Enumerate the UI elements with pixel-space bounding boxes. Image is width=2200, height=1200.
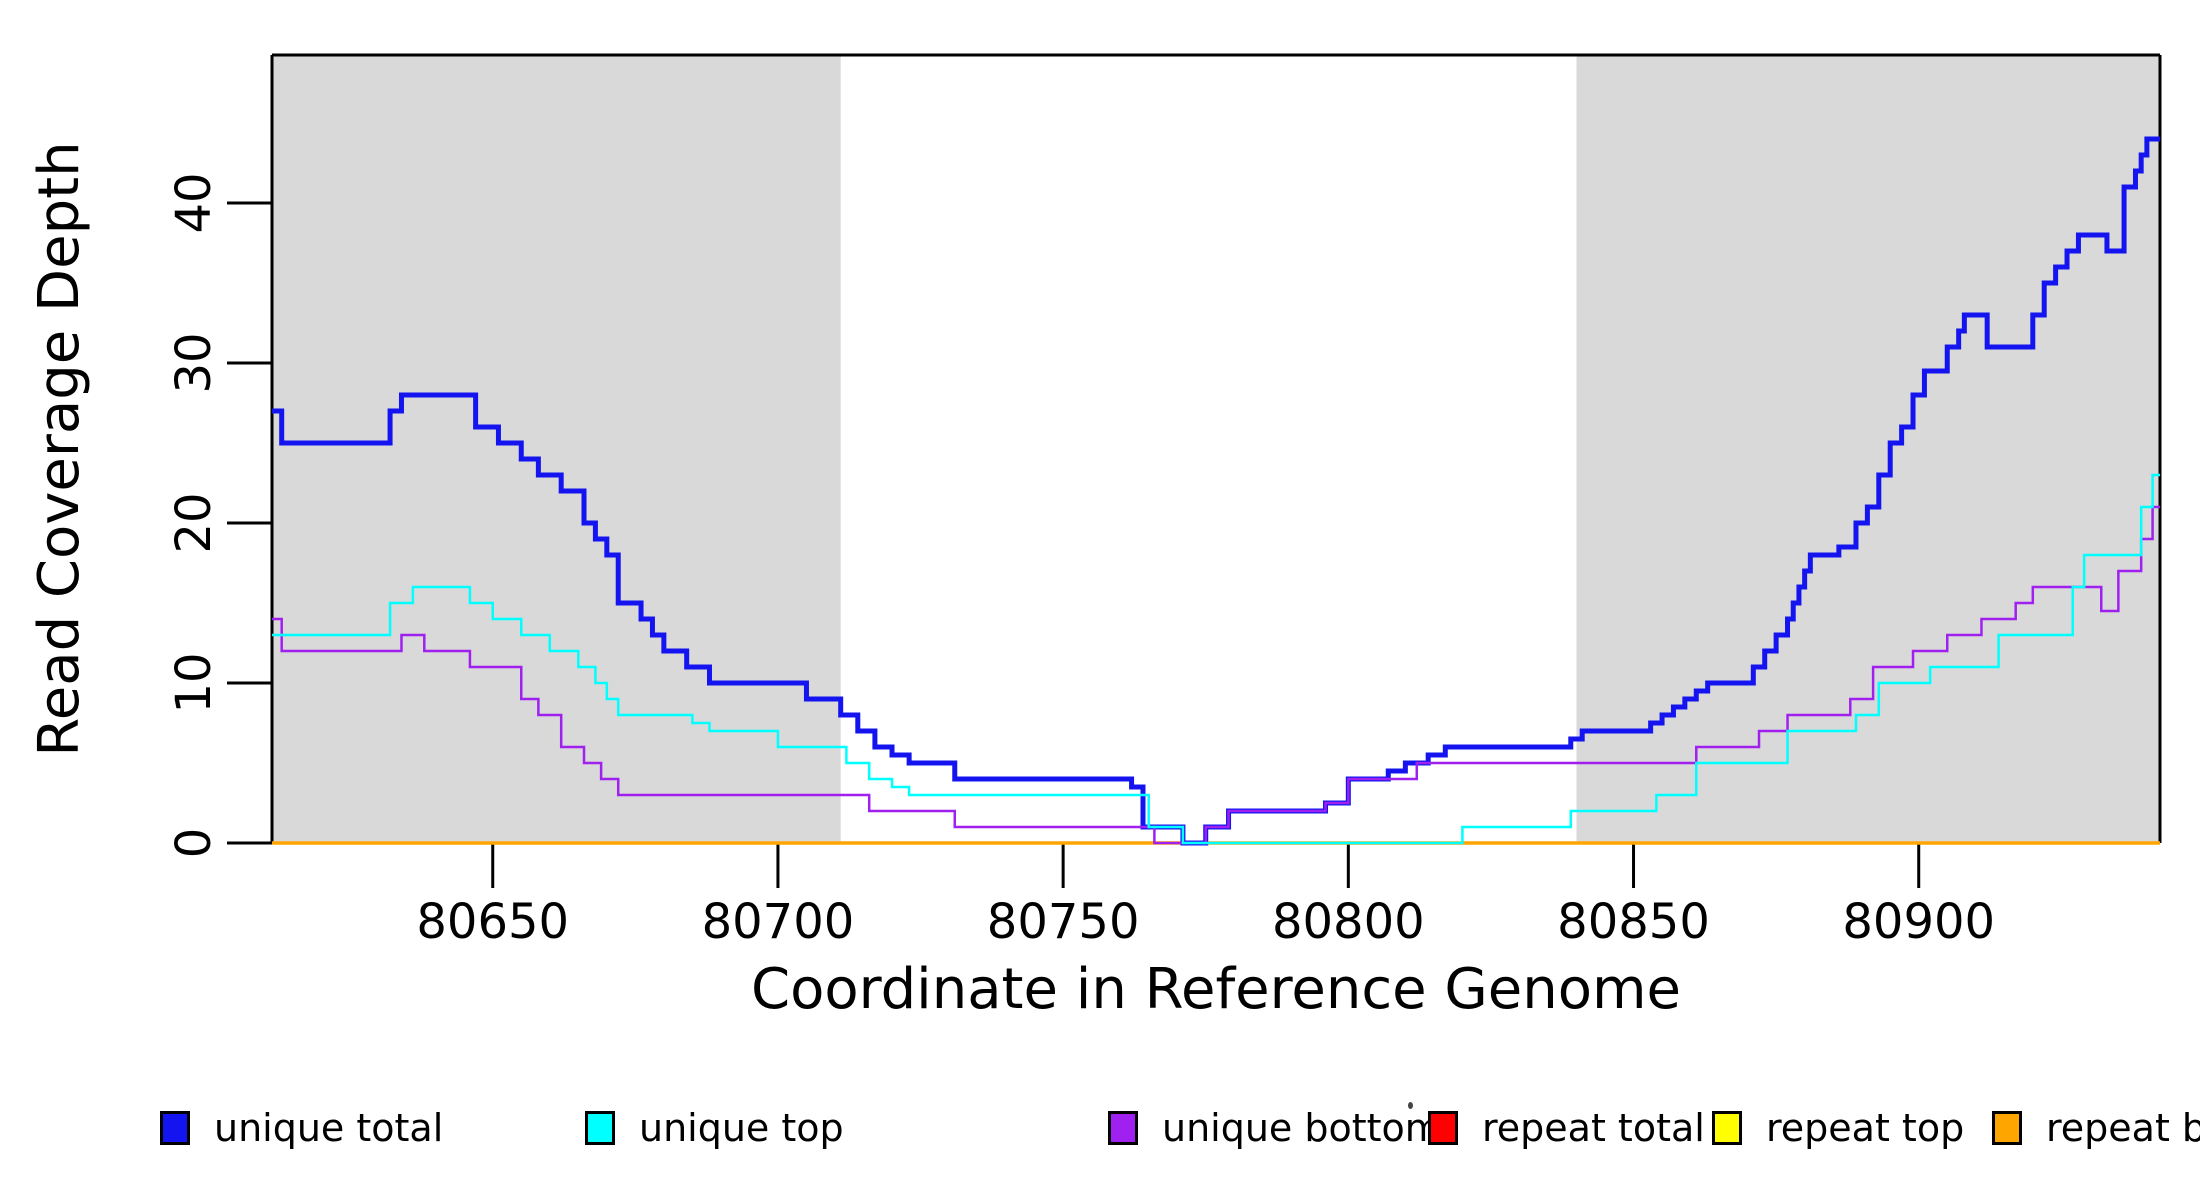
- x-tick-label: 80800: [1272, 894, 1425, 950]
- y-tick-label: 0: [166, 828, 222, 859]
- series-layer: [272, 136, 2160, 846]
- legend-label: unique bottom: [1162, 1106, 1442, 1150]
- unique-top-swatch-icon: [585, 1111, 615, 1145]
- y-tick-label: 30: [166, 332, 222, 393]
- y-axis-title: Read Coverage Depth: [27, 141, 92, 756]
- x-tick-label: 80650: [416, 894, 569, 950]
- x-tick-label: 80850: [1557, 894, 1710, 950]
- axis-layer: 80650 80700 80750 80800 80850 80900 0 10 20 30 40: [166, 172, 1995, 950]
- x-tick-label: 80750: [987, 894, 1140, 950]
- repeat-bottom-swatch-icon: [1992, 1111, 2022, 1145]
- series-unique-bottom: [272, 505, 2160, 845]
- series-unique-total: [272, 136, 2160, 846]
- repeat-total-swatch-icon: [1428, 1111, 1458, 1145]
- legend-label: unique total: [214, 1106, 444, 1150]
- legend-label: repeat top: [1766, 1106, 1965, 1150]
- legend-item-repeat-top: repeat top: [1712, 1098, 1964, 1158]
- repeat-top-swatch-icon: [1712, 1111, 1742, 1145]
- legend-item-unique-top: unique top: [585, 1098, 844, 1158]
- x-tick-label: 80700: [702, 894, 855, 950]
- y-tick-label: 40: [166, 172, 222, 233]
- legend-item-unique-total: unique total: [160, 1098, 443, 1158]
- shaded-region: [272, 55, 841, 843]
- legend-label: repeat total: [1482, 1106, 1705, 1150]
- shaded-regions-layer: [272, 55, 2160, 843]
- series-unique-top: [272, 473, 2160, 845]
- unique-total-swatch-icon: [160, 1111, 190, 1145]
- legend-item-unique-bottom: unique bottom: [1108, 1098, 1442, 1158]
- y-tick-label: 10: [166, 652, 222, 713]
- legend-label: repeat bottom: [2046, 1106, 2200, 1150]
- legend-item-repeat-total: repeat total: [1428, 1098, 1705, 1158]
- y-tick-label: 20: [166, 492, 222, 553]
- x-axis-title: Coordinate in Reference Genome: [751, 957, 1681, 1022]
- stray-dot: [1408, 1102, 1413, 1109]
- unique-bottom-swatch-icon: [1108, 1111, 1138, 1145]
- coverage-chart: 80650 80700 80750 80800 80850 80900010203040 …: [27, 53, 2162, 1022]
- x-tick-label: 80900: [1842, 894, 1995, 950]
- legend: unique total unique top unique bottom re…: [0, 1098, 2200, 1168]
- legend-item-repeat-bottom: repeat bottom: [1992, 1098, 2200, 1158]
- legend-label: unique top: [639, 1106, 844, 1150]
